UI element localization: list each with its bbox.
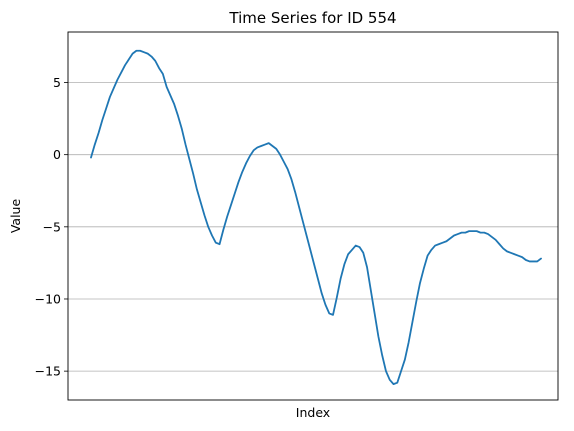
grid-lines: [68, 82, 558, 372]
y-tick-label: 5: [53, 75, 61, 90]
y-tick-label: −10: [35, 291, 61, 306]
plot-area-frame: [67, 31, 559, 401]
y-tick-label: −5: [43, 219, 61, 234]
y-axis-ticks: 5 0 −5 −10 −15: [35, 75, 68, 379]
chart-title: Time Series for ID 554: [228, 9, 396, 27]
y-tick-label: −15: [35, 364, 61, 379]
y-axis-label: Value: [8, 199, 23, 234]
y-tick-label: 0: [53, 147, 61, 162]
series-line: [90, 49, 542, 386]
x-axis-label: Index: [296, 405, 330, 420]
